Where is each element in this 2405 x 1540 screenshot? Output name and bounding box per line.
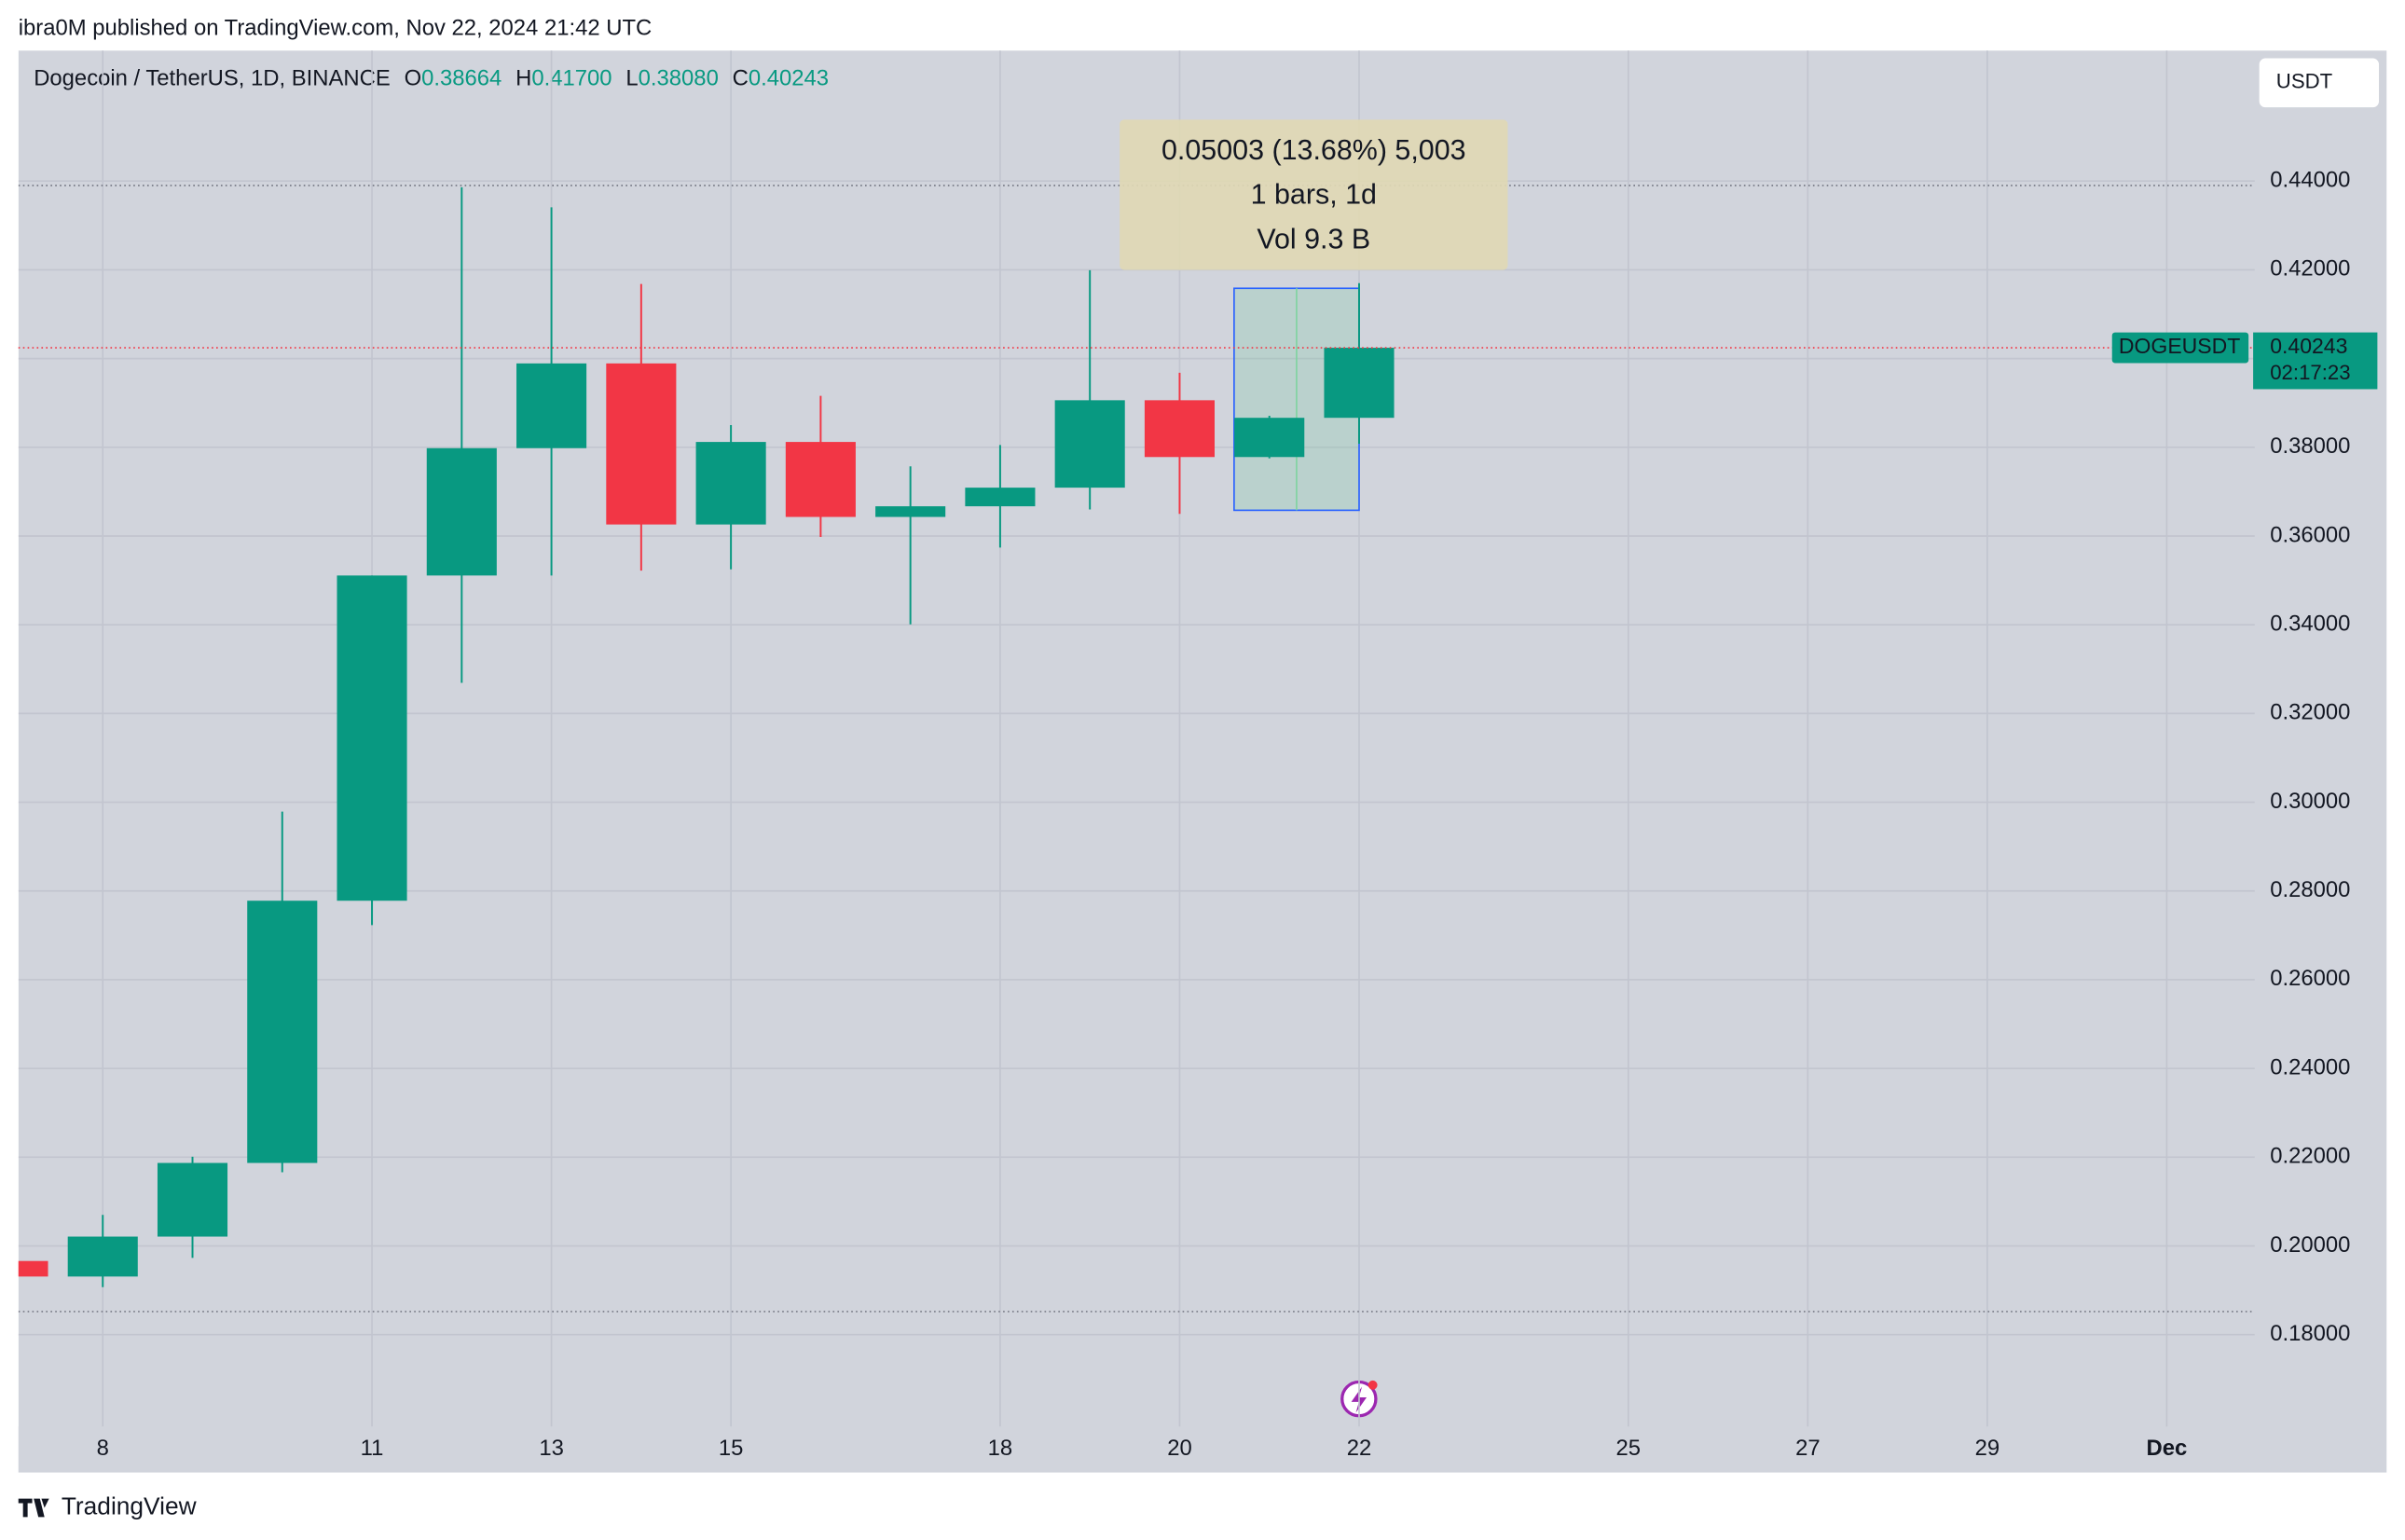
y-tick-label: 0.34000 xyxy=(2270,611,2350,636)
legend-text: L xyxy=(625,66,638,91)
candle-body xyxy=(606,363,677,525)
legend-text: C xyxy=(733,66,749,91)
x-tick-label: 29 xyxy=(1975,1436,2000,1461)
candle-body xyxy=(337,575,407,901)
countdown-text: 02:17:23 xyxy=(2270,361,2350,384)
candle-body xyxy=(965,488,1036,507)
x-tick-label: 22 xyxy=(1347,1436,1372,1461)
legend-text: 0.41700 xyxy=(531,66,612,91)
y-tick-label: 0.32000 xyxy=(2270,700,2350,725)
candle-body xyxy=(875,506,946,517)
chart-legend: Dogecoin / TetherUS, 1D, BINANCE O0.38664… xyxy=(34,66,829,91)
candle-body xyxy=(1054,400,1125,488)
y-tick-label: 0.28000 xyxy=(2270,877,2350,902)
y-tick-label: 0.20000 xyxy=(2270,1232,2350,1258)
y-tick-label: 0.36000 xyxy=(2270,522,2350,547)
x-tick-label: 18 xyxy=(988,1436,1013,1461)
measure-tooltip-text: 1 bars, 1d xyxy=(1251,179,1377,211)
brand-name: TradingView xyxy=(62,1492,198,1519)
x-tick-label: 11 xyxy=(361,1436,384,1461)
measure-tooltip-text: Vol 9.3 B xyxy=(1257,223,1370,254)
candle-body xyxy=(1324,348,1395,419)
y-tick-label: 0.22000 xyxy=(2270,1144,2350,1169)
price-badge xyxy=(2253,332,2378,390)
currency-button[interactable] xyxy=(2259,58,2380,108)
x-tick-label: Dec xyxy=(2147,1436,2188,1461)
measure-tooltip xyxy=(1120,119,1508,270)
symbol-badge-text: DOGEUSDT xyxy=(2119,334,2240,358)
candle-body xyxy=(516,363,587,448)
y-tick-label: 0.18000 xyxy=(2270,1321,2350,1346)
y-tick-label: 0.38000 xyxy=(2270,433,2350,459)
brand-logo xyxy=(18,1498,49,1518)
y-tick-label: 0.24000 xyxy=(2270,1054,2350,1079)
legend-text: 0.40243 xyxy=(749,66,829,91)
legend-text: 0.38080 xyxy=(639,66,719,91)
legend-text: O xyxy=(405,66,422,91)
x-tick-label: 13 xyxy=(539,1436,564,1461)
publisher-line: ibra0M published on TradingView.com, Nov… xyxy=(19,16,653,41)
candle-body xyxy=(1144,400,1216,458)
symbol-badge xyxy=(2111,332,2249,364)
legend-text: H xyxy=(515,66,531,91)
currency-label[interactable]: USDT xyxy=(2276,70,2333,93)
y-tick-label: 0.42000 xyxy=(2270,256,2350,282)
measure-tooltip-text: 0.05003 (13.68%) 5,003 xyxy=(1161,134,1466,166)
candle-body xyxy=(247,901,318,1163)
legend-text: Dogecoin / TetherUS, 1D, BINANCE xyxy=(34,66,391,91)
y-tick-label: 0.30000 xyxy=(2270,789,2350,814)
x-tick-label: 15 xyxy=(719,1436,744,1461)
candle-body xyxy=(67,1236,138,1277)
y-tick-label: 0.44000 xyxy=(2270,168,2350,193)
candle-body xyxy=(785,442,856,517)
candle-body xyxy=(157,1162,228,1237)
legend-text: 0.38664 xyxy=(421,66,502,91)
x-tick-label: 20 xyxy=(1167,1436,1192,1461)
chart-panel xyxy=(18,50,2387,1473)
y-tick-label: 0.26000 xyxy=(2270,966,2350,991)
candle-body xyxy=(426,447,497,576)
price-badge-text: 0.40243 xyxy=(2270,334,2347,358)
x-tick-label: 27 xyxy=(1795,1436,1821,1461)
x-tick-label: 25 xyxy=(1616,1436,1642,1461)
candle-body xyxy=(695,442,766,525)
x-tick-label: 8 xyxy=(97,1436,109,1461)
left-mask xyxy=(0,50,19,1427)
candle-body xyxy=(1234,418,1305,458)
